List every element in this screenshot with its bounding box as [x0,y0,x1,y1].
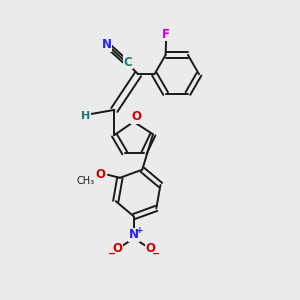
Text: H: H [81,111,90,121]
Text: +: + [136,226,143,235]
Text: O: O [112,242,123,255]
Text: F: F [162,28,170,40]
Text: −: − [152,249,160,259]
Text: −: − [108,249,116,259]
Text: N: N [129,228,139,242]
Text: O: O [131,110,141,123]
Text: N: N [102,38,112,51]
Text: CH₃: CH₃ [77,176,95,186]
Text: O: O [145,242,155,255]
Text: O: O [95,168,105,181]
Text: C: C [123,56,132,69]
